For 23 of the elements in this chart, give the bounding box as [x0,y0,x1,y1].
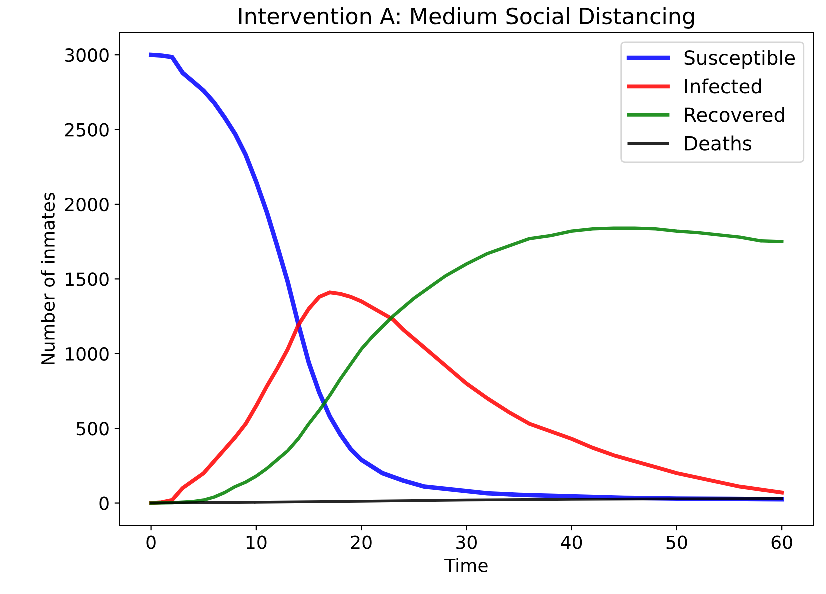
x-tick-label: 0 [146,536,156,550]
y-tick-label: 2500 [65,123,109,137]
legend-label: Infected [685,78,762,94]
y-tick-label: 2000 [65,198,109,212]
y-tick-label: 1000 [66,347,109,361]
line-series [150,226,784,505]
y-tick-label: 0 [100,496,109,510]
x-tick-label: 40 [561,536,582,550]
legend-label: Deaths [685,136,752,151]
legend-label: Recovered [685,107,784,122]
y-tick-label: 3000 [65,48,109,62]
line-series [149,290,784,506]
x-tick-label: 10 [246,536,267,550]
y-tick-label: 1500 [66,272,109,286]
y-tick-label: 500 [76,422,109,436]
legend-label: Susceptible [684,50,796,69]
x-tick-label: 60 [772,536,792,550]
x-axis-title: Time [444,558,488,572]
x-tick-label: 30 [456,536,477,550]
x-tick-label: 50 [666,536,688,550]
y-axis-title: Number of inmates [41,193,56,364]
x-tick-label: 20 [351,536,372,550]
chart-title: Intervention A: Medium Social Distancing [239,7,694,29]
